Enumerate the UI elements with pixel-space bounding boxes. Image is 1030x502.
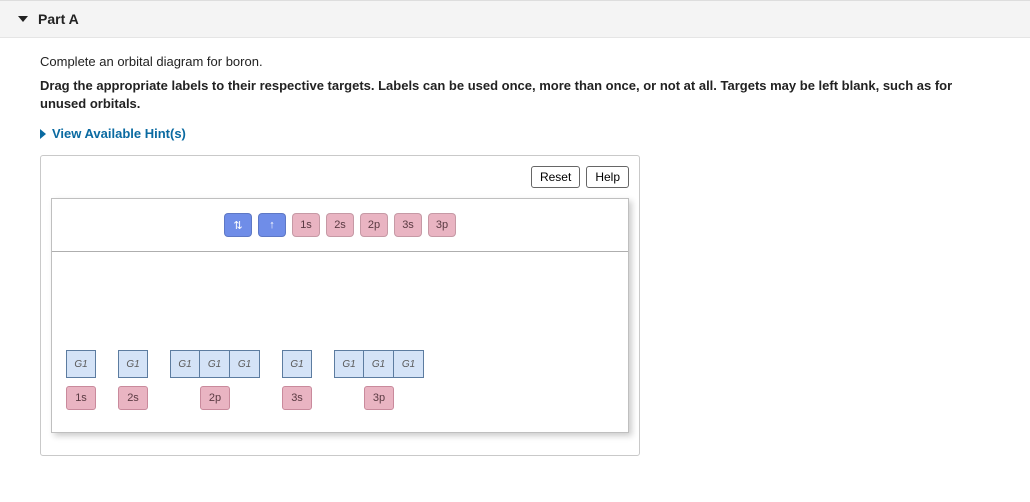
electron-slot[interactable]: G1	[118, 350, 148, 378]
electron-slot[interactable]: G1	[282, 350, 312, 378]
orbital-label-slot[interactable]: 3s	[282, 386, 312, 410]
caret-right-icon	[40, 129, 46, 139]
drag-canvas: ⇅↑1s2s2p3s3p G11sG12sG1G1G12pG13sG1G1G13…	[51, 198, 629, 433]
activity-panel: Reset Help ⇅↑1s2s2p3s3p G11sG12sG1G1G12p…	[40, 155, 640, 456]
orbital-label-slot[interactable]: 1s	[66, 386, 96, 410]
tray-chip-3[interactable]: 2s	[326, 213, 354, 237]
tray-chip-4[interactable]: 2p	[360, 213, 388, 237]
electron-slot[interactable]: G1	[230, 350, 260, 378]
orbital-group-3p: G1G1G13p	[334, 350, 424, 410]
content-area: Complete an orbital diagram for boron. D…	[0, 38, 1030, 476]
electron-slot[interactable]: G1	[364, 350, 394, 378]
slot-row: G1	[282, 350, 312, 378]
hints-label: View Available Hint(s)	[52, 126, 186, 141]
orbital-label-slot[interactable]: 3p	[364, 386, 394, 410]
tray-chip-5[interactable]: 3s	[394, 213, 422, 237]
caret-down-icon	[18, 16, 28, 22]
view-hints-link[interactable]: View Available Hint(s)	[40, 126, 990, 141]
slot-row: G1G1G1	[334, 350, 424, 378]
electron-slot[interactable]: G1	[66, 350, 96, 378]
orbital-group-2p: G1G1G12p	[170, 350, 260, 410]
electron-slot[interactable]: G1	[200, 350, 230, 378]
label-tray: ⇅↑1s2s2p3s3p	[52, 199, 628, 252]
orbital-group-3s: G13s	[282, 350, 312, 410]
orbital-group-2s: G12s	[118, 350, 148, 410]
part-title: Part A	[38, 11, 79, 27]
help-button[interactable]: Help	[586, 166, 629, 188]
tray-chip-2[interactable]: 1s	[292, 213, 320, 237]
part-header[interactable]: Part A	[0, 0, 1030, 38]
description-text: Complete an orbital diagram for boron.	[40, 54, 990, 69]
reset-button[interactable]: Reset	[531, 166, 580, 188]
target-area: G11sG12sG1G1G12pG13sG1G1G13p	[52, 252, 628, 432]
instructions-text: Drag the appropriate labels to their res…	[40, 77, 990, 112]
orbital-group-1s: G11s	[66, 350, 96, 410]
electron-slot[interactable]: G1	[394, 350, 424, 378]
orbital-label-slot[interactable]: 2s	[118, 386, 148, 410]
tray-chip-1[interactable]: ↑	[258, 213, 286, 237]
slot-row: G1	[66, 350, 96, 378]
button-row: Reset Help	[51, 166, 629, 188]
orbital-label-slot[interactable]: 2p	[200, 386, 230, 410]
slot-row: G1	[118, 350, 148, 378]
electron-slot[interactable]: G1	[170, 350, 200, 378]
tray-chip-6[interactable]: 3p	[428, 213, 456, 237]
slot-row: G1G1G1	[170, 350, 260, 378]
electron-slot[interactable]: G1	[334, 350, 364, 378]
tray-chip-0[interactable]: ⇅	[224, 213, 252, 237]
